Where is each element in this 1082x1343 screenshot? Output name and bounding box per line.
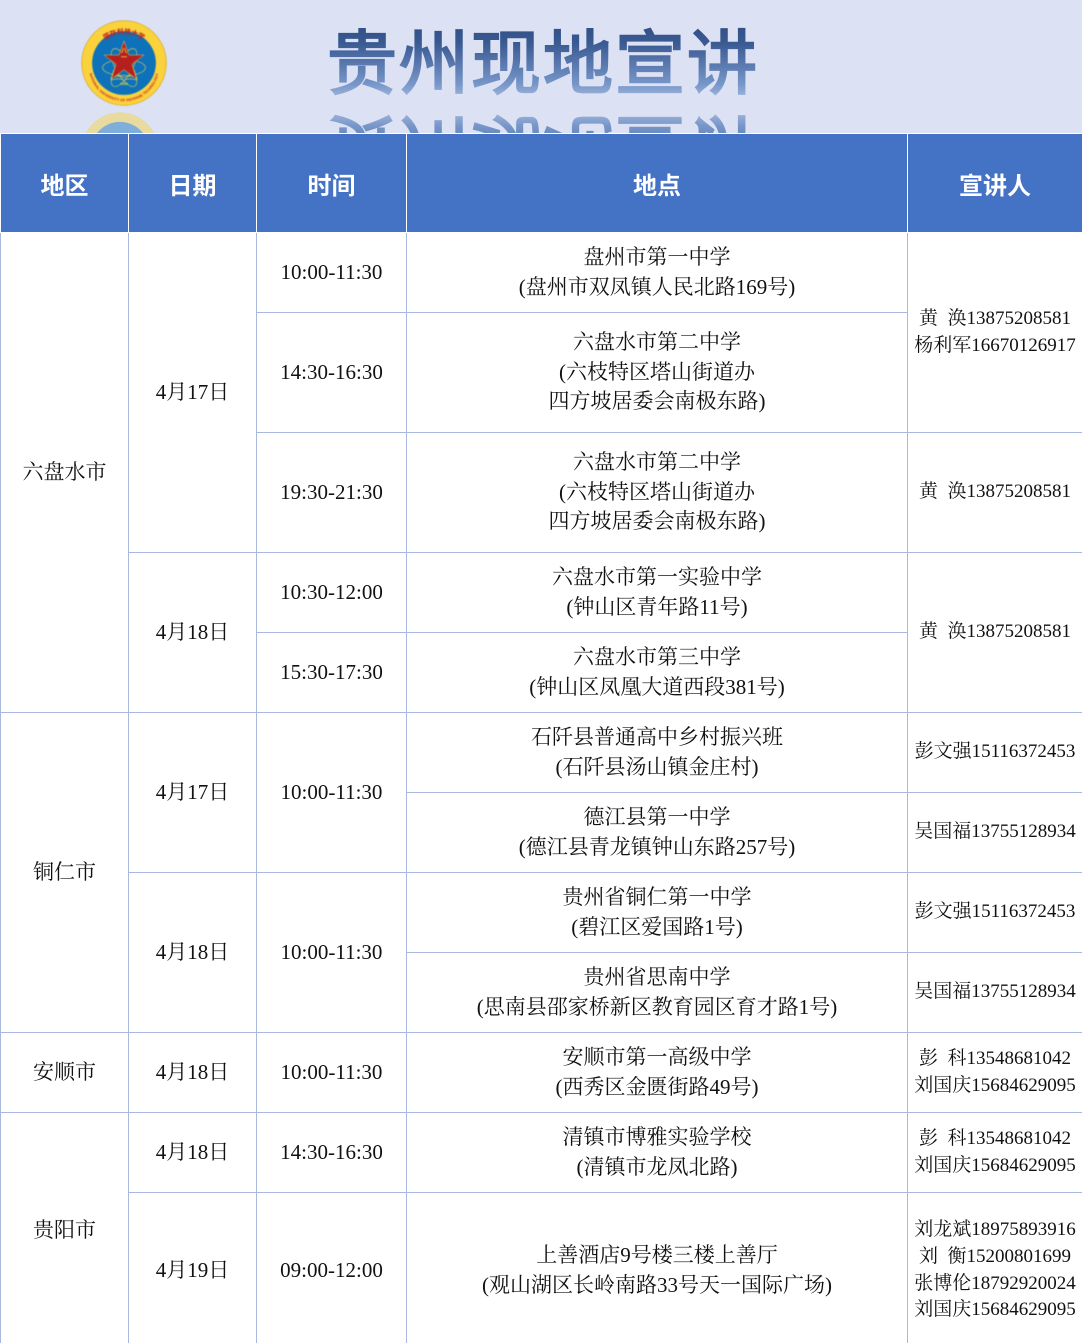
svg-text:1933: 1933 bbox=[120, 82, 128, 86]
svg-text:一: 一 bbox=[121, 54, 127, 61]
